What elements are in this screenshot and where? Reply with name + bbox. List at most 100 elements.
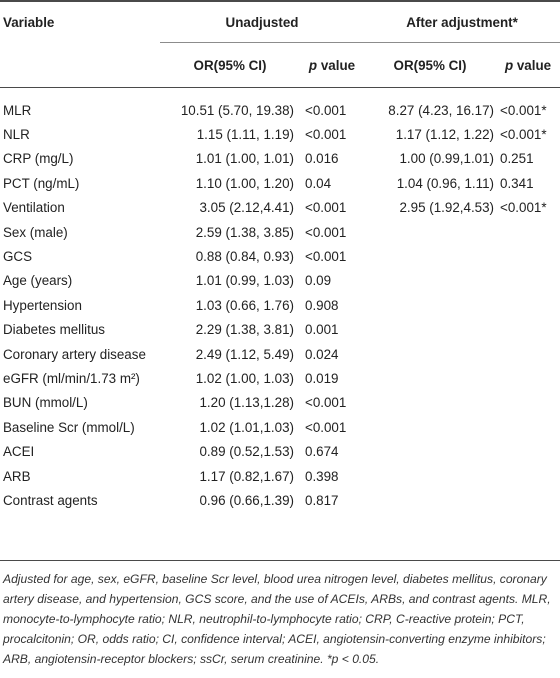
cell-or-adjusted <box>364 220 496 244</box>
cell-p-adjusted <box>496 488 560 512</box>
cell-p-unadjusted: 0.09 <box>305 273 332 289</box>
table-row: CRP (mg/L) 1.01 (1.00, 1.01) 0.016 1.00 (0.… <box>0 147 560 171</box>
cell-p-adjusted <box>496 318 560 342</box>
cell-or-adjusted <box>364 366 496 390</box>
cell-or-adjusted <box>364 293 496 317</box>
cell-p-adjusted <box>496 415 560 439</box>
cell-variable: Coronary artery disease <box>3 346 146 362</box>
cell-variable: CRP (mg/L) <box>3 151 74 167</box>
cell-variable: Diabetes mellitus <box>3 322 105 338</box>
table-row: ACEI 0.89 (0.52,1.53) 0.674 <box>0 439 560 463</box>
cell-p-unadjusted: <0.001 <box>305 102 347 118</box>
cell-variable: MLR <box>3 102 32 118</box>
cell-or-adjusted: 1.00 (0.99,1.01) <box>399 151 495 167</box>
cell-variable: Sex (male) <box>3 224 68 240</box>
cell-or-adjusted <box>364 488 496 512</box>
cell-or-adjusted <box>364 439 496 463</box>
results-table: Variable Unadjusted After adjustment* OR… <box>0 0 560 512</box>
cell-or-adjusted <box>364 318 496 342</box>
cell-p-adjusted <box>496 293 560 317</box>
cell-variable: NLR <box>3 127 30 143</box>
cell-or-unadjusted: 2.59 (1.38, 3.85) <box>195 224 294 240</box>
cell-p-unadjusted: <0.001 <box>305 395 347 411</box>
header-p-value-adjusted: p value <box>496 42 560 88</box>
cell-p-unadjusted: 0.016 <box>305 151 339 167</box>
table-footnote: Adjusted for age, sex, eGFR, baseline Sc… <box>3 572 551 666</box>
cell-p-adjusted: <0.001* <box>500 200 547 216</box>
cell-p-adjusted: <0.001* <box>500 127 547 143</box>
cell-p-unadjusted: 0.001 <box>305 322 339 338</box>
cell-or-unadjusted: 0.88 (0.84, 0.93) <box>195 249 294 265</box>
cell-or-adjusted <box>364 464 496 488</box>
header-unadjusted: Unadjusted <box>160 0 365 43</box>
cell-or-unadjusted: 1.15 (1.11, 1.19) <box>196 127 294 143</box>
cell-variable: Ventilation <box>3 200 65 216</box>
cell-variable: Baseline Scr (mmol/L) <box>3 419 135 435</box>
cell-or-unadjusted: 1.01 (0.99, 1.03) <box>195 273 294 289</box>
cell-variable: BUN (mmol/L) <box>3 395 88 411</box>
cell-p-unadjusted: 0.019 <box>305 370 339 386</box>
cell-or-adjusted: 8.27 (4.23, 16.17) <box>388 102 495 118</box>
cell-p-unadjusted: 0.398 <box>305 468 339 484</box>
header-or-ci-unadjusted: OR(95% CI) <box>160 42 300 88</box>
cell-p-adjusted <box>496 269 560 293</box>
cell-p-unadjusted: <0.001 <box>305 127 347 143</box>
cell-or-unadjusted: 1.02 (1.01,1.03) <box>199 419 294 435</box>
header-p-value-unadjusted: p value <box>300 42 365 88</box>
table-row: Sex (male) 2.59 (1.38, 3.85) <0.001 <box>0 220 560 244</box>
cell-or-adjusted: 2.95 (1.92,4.53) <box>399 200 495 216</box>
cell-p-unadjusted: <0.001 <box>305 200 347 216</box>
table-row: Coronary artery disease 2.49 (1.12, 5.49)… <box>0 342 560 366</box>
cell-or-unadjusted: 1.02 (1.00, 1.03) <box>195 370 294 386</box>
cell-p-unadjusted: <0.001 <box>305 249 347 265</box>
table-row: MLR 10.51 (5.70, 19.38) <0.001 8.27 (4.23, … <box>0 88 560 123</box>
cell-or-adjusted <box>364 269 496 293</box>
table-row: Age (years) 1.01 (0.99, 1.03) 0.09 <box>0 269 560 293</box>
cell-p-unadjusted: 0.04 <box>305 175 332 191</box>
cell-or-unadjusted: 3.05 (2.12,4.41) <box>199 200 294 216</box>
cell-p-unadjusted: <0.001 <box>305 224 347 240</box>
cell-p-adjusted: 0.251 <box>500 151 534 167</box>
cell-p-adjusted <box>496 342 560 366</box>
header-empty <box>0 42 160 88</box>
table-row: PCT (ng/mL) 1.10 (1.00, 1.20) 0.04 1.04 (0.… <box>0 171 560 195</box>
cell-or-unadjusted: 0.89 (0.52,1.53) <box>199 444 294 460</box>
cell-or-unadjusted: 1.20 (1.13,1.28) <box>199 395 294 411</box>
cell-or-adjusted <box>364 415 496 439</box>
cell-variable: eGFR (ml/min/1.73 m²) <box>3 370 140 386</box>
table-row: Contrast agents 0.96 (0.66,1.39) 0.817 <box>0 488 560 512</box>
cell-p-unadjusted: 0.674 <box>305 444 339 460</box>
table-row: Hypertension 1.03 (0.66, 1.76) 0.908 <box>0 293 560 317</box>
cell-variable: Contrast agents <box>3 492 98 508</box>
cell-or-unadjusted: 1.03 (0.66, 1.76) <box>195 297 294 313</box>
table-row: GCS 0.88 (0.84, 0.93) <0.001 <box>0 244 560 268</box>
table-row: Diabetes mellitus 2.29 (1.38, 3.81) 0.001 <box>0 318 560 342</box>
cell-variable: Age (years) <box>3 273 73 289</box>
table-row: eGFR (ml/min/1.73 m²) 1.02 (1.00, 1.03) 0.… <box>0 366 560 390</box>
header-or-ci-adjusted: OR(95% CI) <box>364 42 497 88</box>
cell-or-unadjusted: 10.51 (5.70, 19.38) <box>180 102 294 118</box>
cell-p-unadjusted: 0.908 <box>305 297 339 313</box>
cell-p-adjusted: <0.001* <box>500 102 547 118</box>
cell-or-unadjusted: 1.10 (1.00, 1.20) <box>195 175 294 191</box>
header-variable: Variable <box>0 0 160 43</box>
cell-p-adjusted <box>496 464 560 488</box>
cell-variable: Hypertension <box>3 297 82 313</box>
table-row: Ventilation 3.05 (2.12,4.41) <0.001 2.95 (1… <box>0 196 560 220</box>
header-adjusted: After adjustment* <box>364 0 560 43</box>
cell-or-unadjusted: 2.49 (1.12, 5.49) <box>195 346 294 362</box>
table-row: Baseline Scr (mmol/L) 1.02 (1.01,1.03) <0.… <box>0 415 560 439</box>
cell-or-adjusted <box>364 391 496 415</box>
table-row: NLR 1.15 (1.11, 1.19) <0.001 1.17 (1.12, 1.… <box>0 122 560 146</box>
cell-or-unadjusted: 2.29 (1.38, 3.81) <box>195 322 294 338</box>
cell-variable: PCT (ng/mL) <box>3 175 80 191</box>
cell-or-adjusted: 1.17 (1.12, 1.22) <box>395 127 495 143</box>
cell-p-adjusted <box>496 244 560 268</box>
cell-variable: ACEI <box>3 444 35 460</box>
cell-variable: GCS <box>3 249 33 265</box>
table-row: ARB 1.17 (0.82,1.67) 0.398 <box>0 464 560 488</box>
cell-or-adjusted: 1.04 (0.96, 1.11) <box>396 175 495 191</box>
cell-p-unadjusted: 0.817 <box>305 492 339 508</box>
cell-p-adjusted <box>496 366 560 390</box>
